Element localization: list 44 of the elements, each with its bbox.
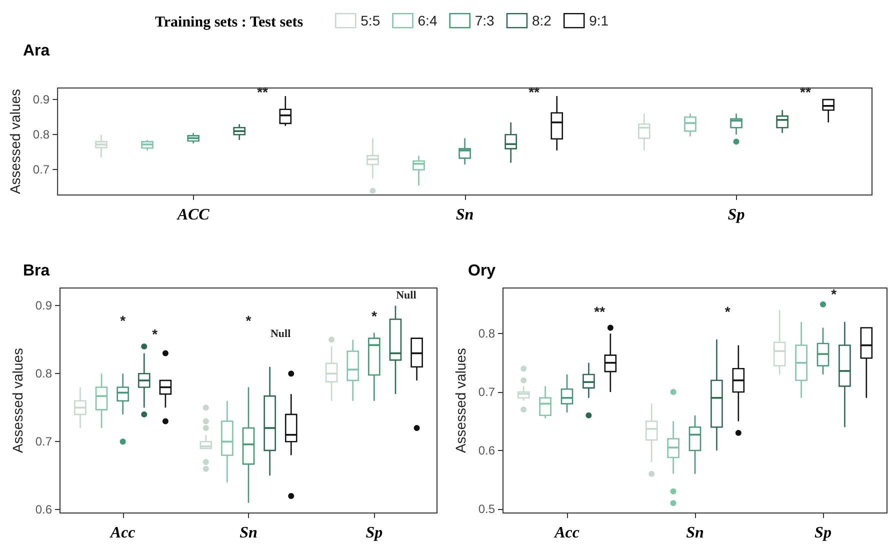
chart-title: Ory (468, 262, 496, 280)
y-tick-label: 0.5 (478, 502, 496, 516)
y-tick-label: 0.7 (32, 162, 50, 177)
y-tick-label: 0.9 (32, 92, 50, 107)
y-tick-label: 0.7 (35, 434, 52, 449)
y-tick-label: 0.8 (32, 128, 50, 142)
x-tick-label: Acc (554, 524, 580, 542)
annotation: * (831, 286, 838, 302)
legend-label: 8:2 (532, 12, 552, 29)
legend-title: Training sets : Test sets (155, 14, 304, 30)
annotation: * (152, 326, 158, 342)
y-tick-label: 0.6 (35, 502, 52, 517)
y-axis-title: Assessed values (7, 88, 23, 194)
x-tick-label: Sn (240, 524, 258, 542)
annotation: * (246, 312, 252, 329)
x-tick-label: ACC (176, 206, 210, 224)
y-tick-label: 0.8 (35, 366, 52, 381)
x-tick-label: Acc (109, 524, 136, 542)
annotation: ** (528, 84, 540, 100)
y-tick-label: 0.9 (35, 298, 52, 313)
annotation: Null (396, 289, 416, 302)
legend-label: 6:4 (418, 12, 438, 29)
legend-label: 9:1 (589, 12, 609, 29)
x-tick-label: Sn (686, 524, 704, 542)
x-tick-label: Sp (366, 524, 383, 542)
y-tick-label: 0.7 (478, 385, 496, 400)
chart-title: Bra (23, 262, 50, 280)
annotation: * (724, 303, 731, 320)
chart-title: Ara (23, 42, 50, 60)
x-tick-label: Sp (728, 206, 745, 224)
y-axis-title: Assessed values (9, 348, 26, 454)
y-tick-label: 0.8 (478, 326, 496, 341)
annotation: ** (594, 303, 606, 320)
y-axis-title: Assessed values (452, 348, 468, 454)
x-tick-label: Sn (456, 206, 474, 224)
legend-label: 5:5 (360, 12, 380, 29)
annotation: * (371, 308, 378, 324)
y-tick-label: 0.6 (478, 443, 496, 458)
x-tick-label: Sp (814, 524, 832, 542)
annotation: Null (270, 328, 291, 340)
annotation: ** (257, 84, 269, 100)
annotation: ** (800, 84, 812, 100)
annotation: * (120, 312, 126, 329)
legend-label: 7:3 (474, 12, 495, 29)
